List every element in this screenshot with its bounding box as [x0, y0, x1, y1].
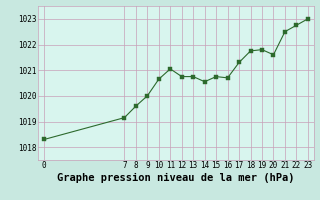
X-axis label: Graphe pression niveau de la mer (hPa): Graphe pression niveau de la mer (hPa) — [57, 173, 295, 183]
